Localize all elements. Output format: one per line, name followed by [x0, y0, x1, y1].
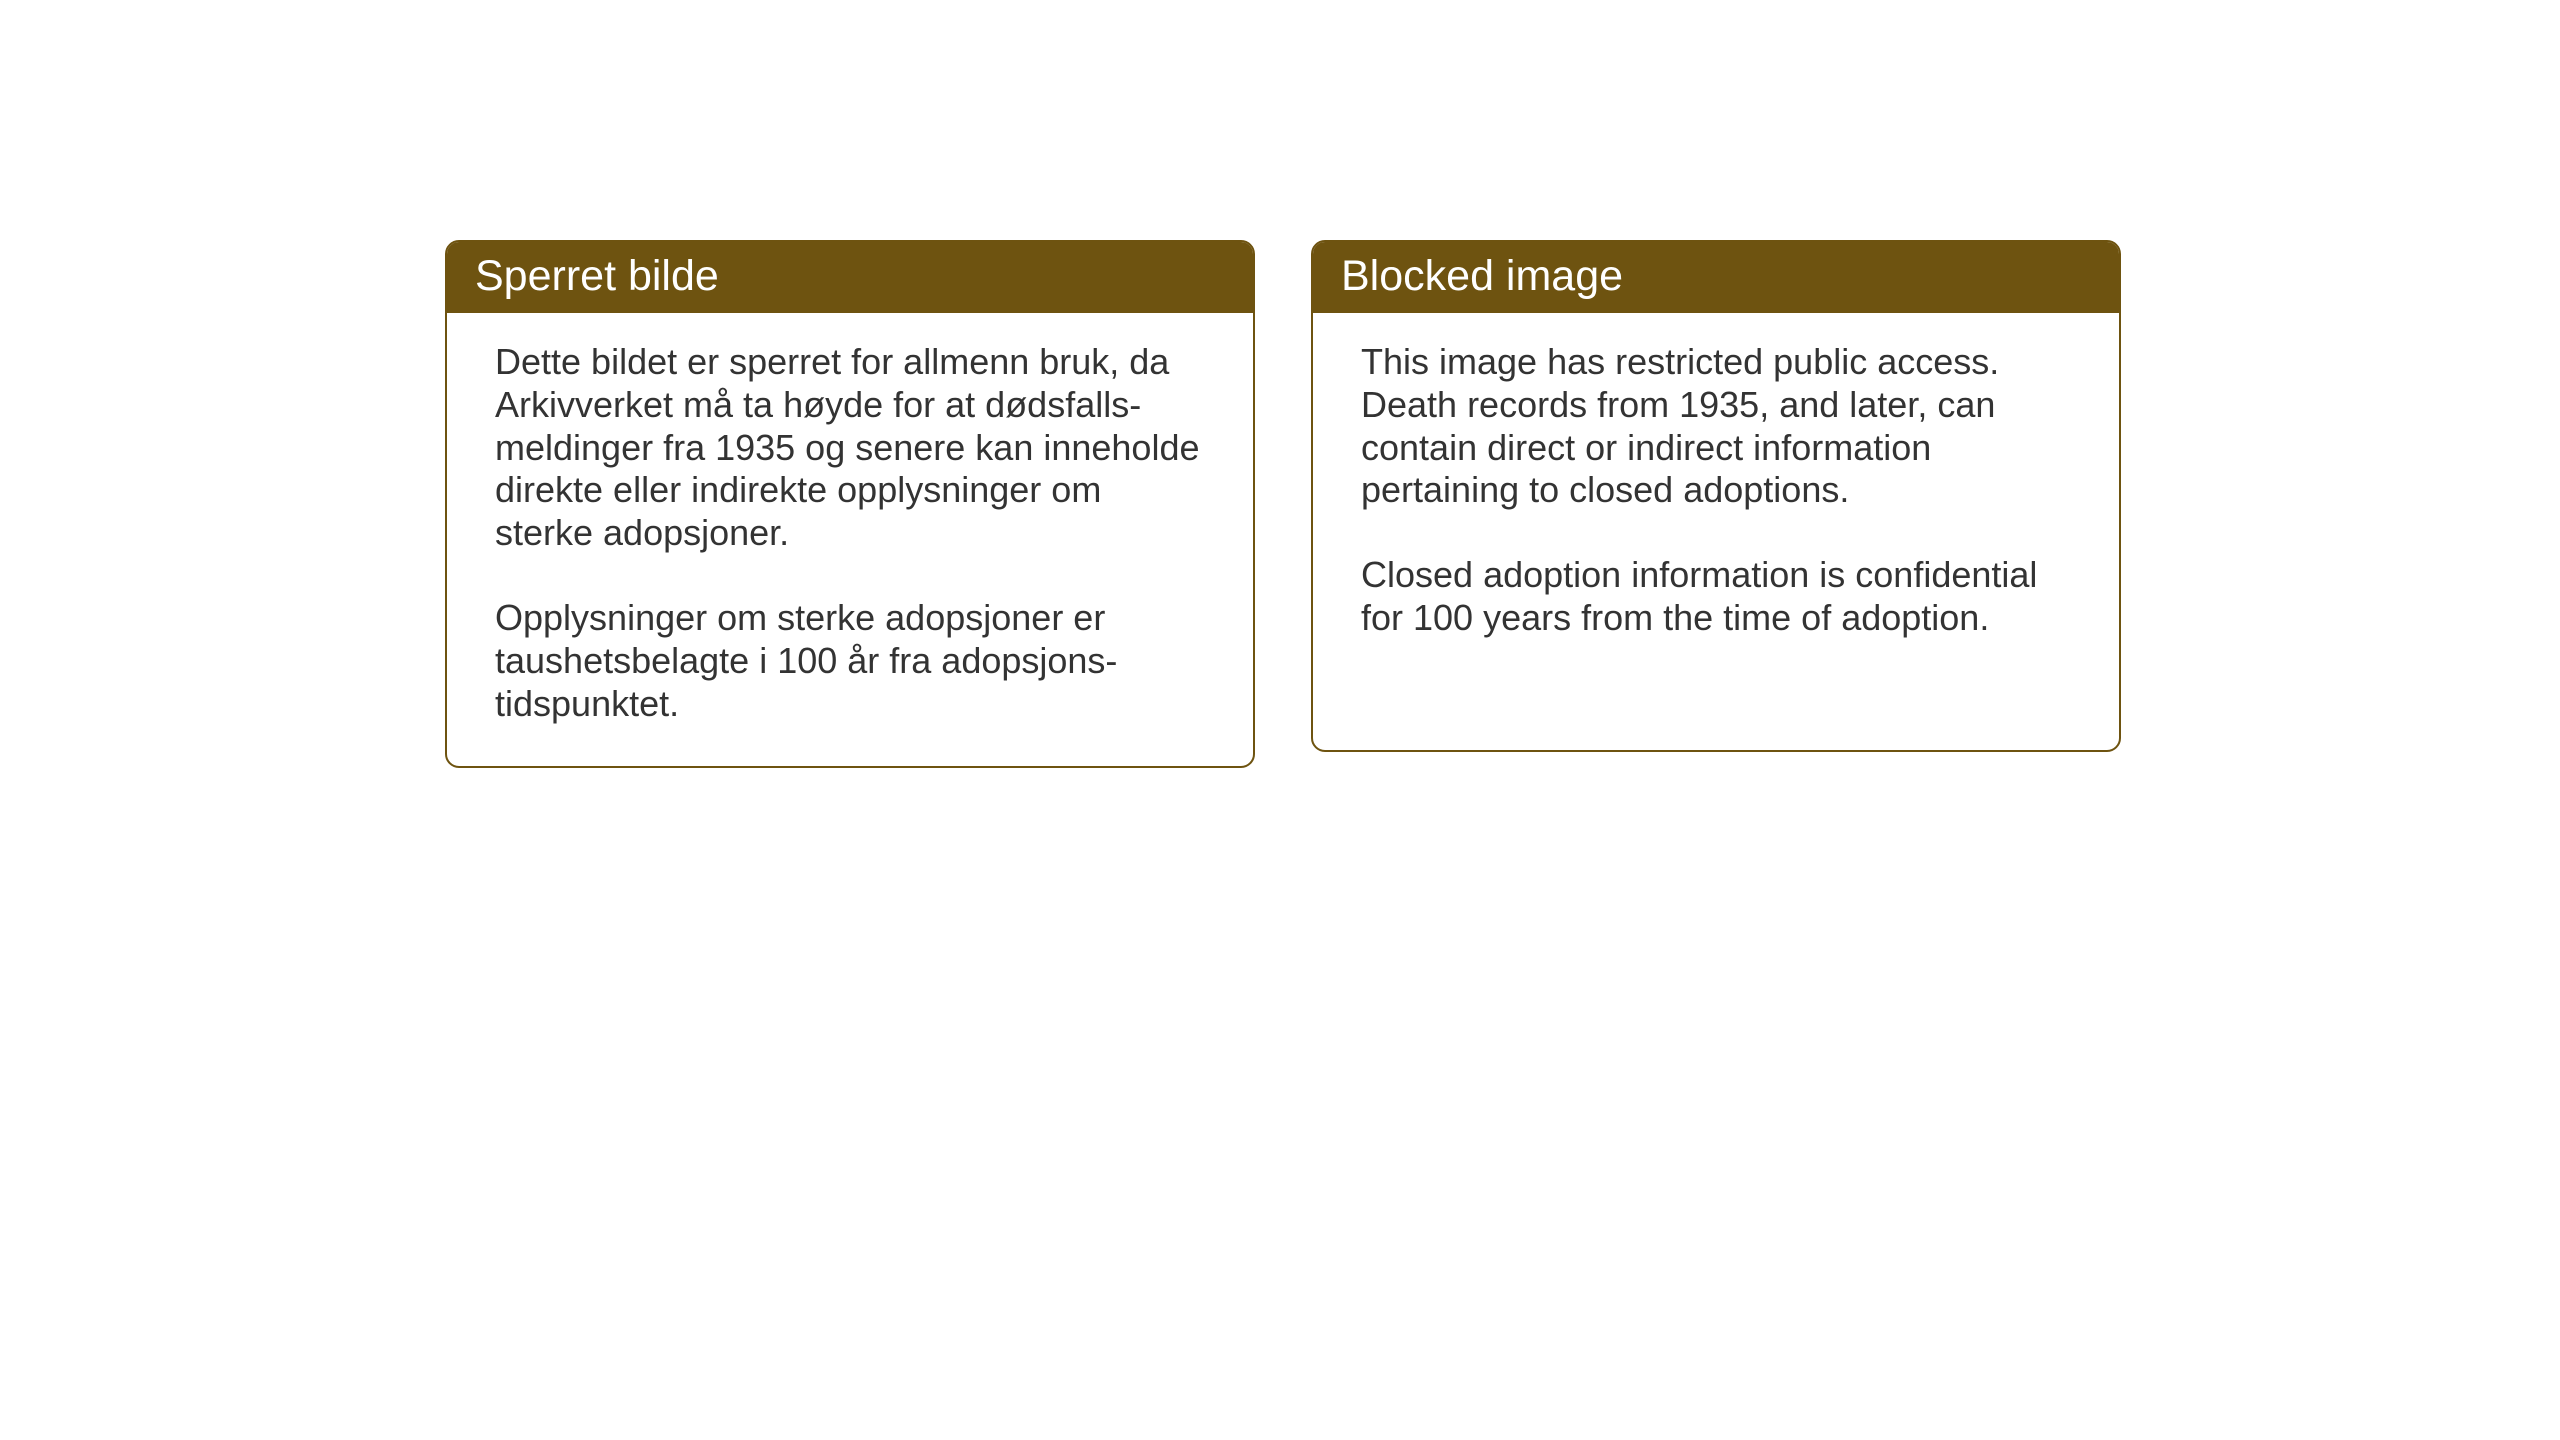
- card-english: Blocked image This image has restricted …: [1311, 240, 2121, 752]
- cards-container: Sperret bilde Dette bildet er sperret fo…: [445, 240, 2121, 768]
- paragraph-norwegian-2: Opplysninger om sterke adopsjoner er tau…: [495, 597, 1205, 725]
- paragraph-english-2: Closed adoption information is confident…: [1361, 554, 2071, 640]
- card-body-english: This image has restricted public access.…: [1313, 313, 2119, 680]
- paragraph-english-1: This image has restricted public access.…: [1361, 341, 2071, 512]
- card-header-norwegian: Sperret bilde: [447, 242, 1253, 313]
- card-body-norwegian: Dette bildet er sperret for allmenn bruk…: [447, 313, 1253, 766]
- card-header-english: Blocked image: [1313, 242, 2119, 313]
- paragraph-norwegian-1: Dette bildet er sperret for allmenn bruk…: [495, 341, 1205, 555]
- card-norwegian: Sperret bilde Dette bildet er sperret fo…: [445, 240, 1255, 768]
